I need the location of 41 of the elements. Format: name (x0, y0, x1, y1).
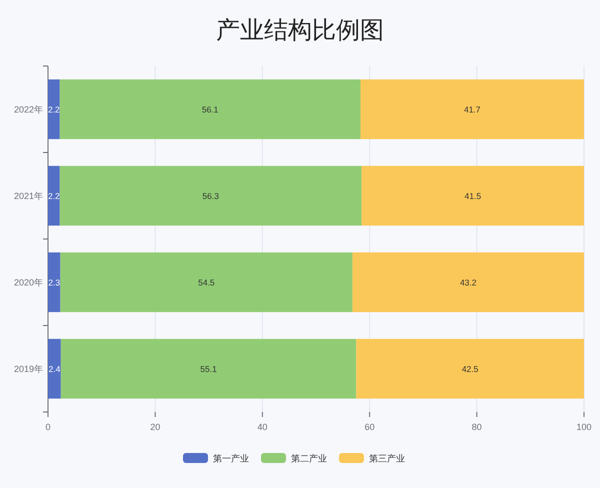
第二产业: 56.1 56.3 54.5 55.1 (60, 79, 362, 399)
x-tick-label: 0 (45, 422, 51, 432)
legend-label: 第一产业 (213, 454, 249, 464)
bar (60, 166, 362, 226)
y-tick-label: 2021年 (14, 190, 43, 201)
data-label: 56.1 (202, 104, 219, 114)
x-tick-label: 60 (364, 422, 375, 432)
y-tick-label: 2020年 (14, 277, 43, 288)
bar (48, 79, 60, 140)
x-tick-label: 80 (472, 422, 482, 432)
data-label: 41.7 (464, 104, 481, 114)
chart-title: 产业结构比例图 (216, 17, 384, 44)
data-label: 2.2 (48, 190, 60, 201)
bar (48, 338, 61, 399)
第一产业: 2.2 2.2 2.3 2.4 (48, 79, 61, 399)
bar (360, 79, 584, 140)
bar (48, 166, 60, 226)
data-label: 2.4 (48, 364, 61, 374)
bar (60, 338, 356, 399)
第三产业: 41.7 41.5 43.2 42.5 (352, 79, 584, 399)
data-label: 41.5 (464, 190, 482, 201)
bar (60, 252, 352, 312)
bar (352, 252, 584, 312)
bar (60, 79, 360, 140)
data-label: 56.3 (202, 190, 220, 201)
x-tick-label: 40 (257, 422, 268, 432)
data-label: 42.5 (462, 364, 479, 374)
bar (356, 338, 584, 399)
y-tick-label: 2022年 (14, 104, 43, 114)
legend-label: 第三产业 (369, 454, 405, 464)
bar (48, 252, 60, 312)
bar (362, 166, 584, 226)
legend-label: 第二产业 (291, 454, 327, 464)
x-tick-label: 100 (576, 422, 592, 432)
data-label: 2.3 (48, 277, 60, 288)
data-label: 54.5 (198, 277, 215, 288)
data-label: 55.1 (200, 364, 218, 374)
y-tick-label: 2019年 (14, 364, 43, 374)
data-label: 43.2 (460, 277, 477, 288)
data-label: 2.2 (48, 104, 60, 114)
x-tick-label: 20 (150, 422, 160, 432)
